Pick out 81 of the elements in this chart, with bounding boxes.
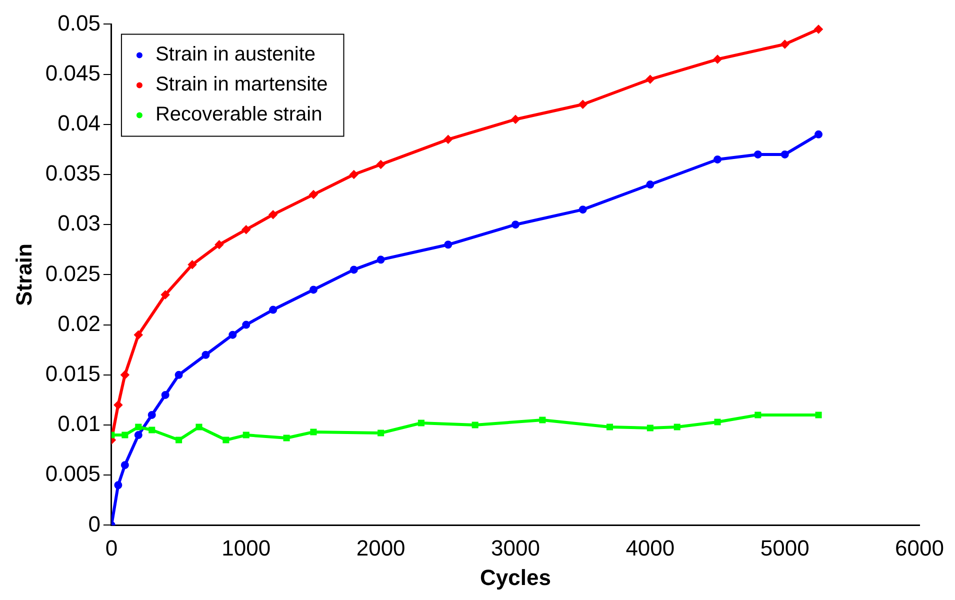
point [378, 430, 384, 436]
point [310, 428, 317, 436]
x-tick-label: 4000 [626, 535, 675, 560]
point [578, 206, 587, 214]
point [135, 424, 142, 430]
point [780, 40, 789, 48]
point [350, 170, 358, 178]
x-tick-label: 0 [105, 535, 118, 560]
point [814, 25, 823, 34]
point [134, 330, 142, 339]
x-tick-label: 6000 [895, 535, 944, 560]
point [418, 420, 424, 426]
point [714, 55, 722, 64]
point [714, 418, 721, 426]
y-tick-label: 0.03 [58, 210, 100, 236]
point [606, 424, 614, 430]
point [202, 350, 210, 359]
y-tick-label: 0.04 [58, 110, 100, 136]
point [444, 240, 452, 249]
point [376, 256, 385, 264]
y-tick-label: 0.01 [58, 411, 100, 436]
point [780, 150, 789, 158]
point [228, 330, 237, 339]
point [539, 416, 546, 424]
point [148, 410, 156, 419]
point [511, 115, 520, 124]
point [578, 100, 587, 108]
y-axis-title: Strain [11, 244, 36, 306]
y-tick-label: 0.02 [58, 310, 100, 336]
point [242, 226, 250, 234]
point [196, 424, 202, 430]
x-tick-label: 5000 [760, 535, 810, 560]
point [814, 130, 823, 138]
point [472, 422, 478, 428]
x-axis-title: Cycles [480, 564, 551, 590]
point [176, 436, 182, 444]
x-tick-label: 2000 [356, 535, 406, 560]
point [242, 432, 250, 438]
point [714, 155, 722, 164]
legend-label: Recoverable strain [155, 104, 322, 126]
point [242, 320, 250, 329]
point [120, 370, 129, 379]
y-tick-label: 0.025 [45, 260, 100, 286]
point [114, 481, 122, 490]
point [188, 260, 196, 269]
point [376, 160, 385, 168]
point [815, 412, 822, 418]
point [646, 75, 654, 84]
point [269, 210, 278, 219]
point [122, 432, 128, 438]
point [646, 180, 654, 189]
y-tick-label: 0.045 [45, 60, 100, 86]
y-tick-label: 0.005 [45, 461, 100, 486]
point [511, 220, 520, 229]
point [754, 412, 762, 418]
point [134, 431, 142, 440]
point [350, 266, 358, 274]
point [161, 390, 170, 399]
y-tick-label: 0.015 [45, 360, 100, 386]
point [161, 290, 170, 299]
point [444, 135, 452, 144]
legend-label: Strain in austenite [155, 44, 316, 66]
point [283, 434, 290, 442]
point [215, 240, 224, 249]
point [309, 286, 318, 294]
y-tick-label: 0 [88, 511, 100, 536]
y-tick-label: 0.035 [45, 160, 100, 186]
point [309, 190, 318, 199]
point [120, 461, 129, 470]
point [674, 424, 680, 430]
y-tick-label: 0.05 [58, 10, 100, 36]
point [269, 306, 278, 314]
legend-label: Strain in martensite [155, 74, 328, 96]
point [646, 424, 654, 432]
x-tick-label: 3000 [491, 535, 540, 560]
point [754, 150, 762, 158]
point [174, 370, 183, 379]
point [222, 436, 230, 444]
point [148, 426, 156, 434]
x-tick-label: 1000 [222, 535, 271, 560]
point [114, 400, 122, 409]
